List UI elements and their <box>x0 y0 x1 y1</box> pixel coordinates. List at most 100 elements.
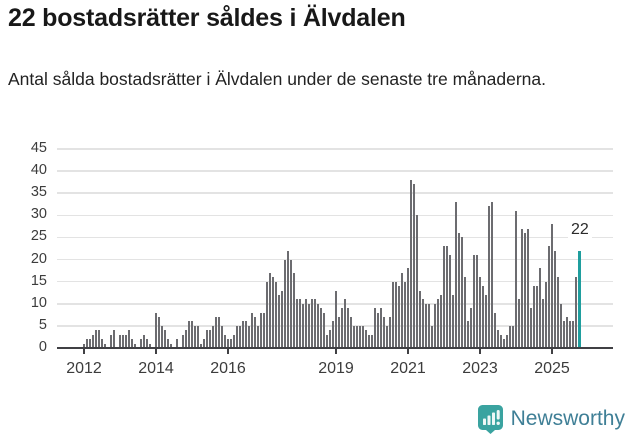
bar <box>245 321 248 348</box>
bar <box>176 339 179 348</box>
bar <box>461 237 464 348</box>
bar <box>560 303 563 348</box>
bar <box>365 330 368 348</box>
x-tick <box>83 349 85 354</box>
bar <box>278 294 281 348</box>
bar <box>455 202 458 348</box>
bar <box>500 334 503 348</box>
bar <box>524 233 527 348</box>
bar <box>293 272 296 348</box>
x-tick-label: 2025 <box>534 360 570 377</box>
bar <box>440 294 443 348</box>
bar <box>224 334 227 348</box>
gridline <box>57 214 613 217</box>
bar <box>155 312 158 348</box>
bar <box>149 343 152 348</box>
bar <box>158 317 161 348</box>
bar <box>113 330 116 348</box>
highlighted-bar <box>577 250 581 348</box>
last-value-annotation: 22 <box>568 220 592 239</box>
y-tick-label: 40 <box>30 162 47 179</box>
bar <box>485 294 488 348</box>
y-tick-label: 35 <box>30 184 47 201</box>
bar <box>416 215 419 348</box>
bar <box>272 277 275 348</box>
bar <box>200 343 203 348</box>
bar <box>344 299 347 348</box>
bar <box>290 259 293 348</box>
bar <box>287 250 290 348</box>
bar <box>359 325 362 348</box>
bar <box>515 210 518 348</box>
bar <box>167 339 170 348</box>
bar <box>374 308 377 348</box>
bar <box>332 321 335 348</box>
bar <box>182 334 185 348</box>
bar <box>419 290 422 348</box>
bar <box>125 334 128 348</box>
bar <box>533 286 536 348</box>
bar <box>434 303 437 348</box>
bar <box>380 308 383 348</box>
bar <box>203 339 206 348</box>
bar <box>536 286 539 348</box>
x-tick-label: 2019 <box>318 360 354 377</box>
bar <box>548 246 551 348</box>
bar <box>446 246 449 348</box>
bar <box>86 339 89 348</box>
x-tick-label: 2012 <box>66 360 102 377</box>
gridline <box>57 148 613 150</box>
bar-chart: 0 5 10 15 20 25 30 35 40 45 2012 2014 2016 2019 2021 2… <box>0 130 631 392</box>
bar <box>413 184 416 348</box>
bar <box>407 268 410 348</box>
x-tick-label: 2023 <box>462 360 498 377</box>
bar <box>311 299 314 348</box>
bar <box>131 339 134 348</box>
bar <box>425 303 428 348</box>
bar <box>143 334 146 348</box>
bar <box>308 303 311 348</box>
bar <box>557 277 560 348</box>
x-tick <box>479 349 481 354</box>
y-tick-label: 45 <box>30 140 47 156</box>
bar <box>317 303 320 348</box>
bar <box>368 334 371 348</box>
bar <box>212 325 215 348</box>
bar <box>161 325 164 348</box>
x-tick <box>407 349 409 354</box>
bar <box>527 228 530 348</box>
bar <box>128 330 131 348</box>
x-tick-label: 2014 <box>138 360 174 377</box>
bar <box>326 334 329 348</box>
bar <box>218 317 221 348</box>
gridline <box>57 236 613 239</box>
bar <box>239 325 242 348</box>
x-tick <box>551 349 553 354</box>
bar <box>215 317 218 348</box>
bar <box>356 325 359 348</box>
bar <box>263 312 266 348</box>
x-tick-label: 2021 <box>390 360 426 377</box>
bar <box>353 325 356 348</box>
bar <box>518 299 521 348</box>
bar <box>134 343 137 348</box>
bar <box>281 290 284 348</box>
bar <box>428 303 431 348</box>
bar <box>509 325 512 348</box>
bar <box>377 312 380 348</box>
chart-subtitle: Antal sålda bostadsrätter i Älvdalen und… <box>8 69 546 89</box>
bar <box>506 334 509 348</box>
bar <box>470 308 473 348</box>
y-tick-label: 0 <box>38 339 47 355</box>
bar <box>164 330 167 348</box>
bar <box>269 272 272 348</box>
bar <box>260 312 263 348</box>
bar <box>521 228 524 348</box>
bar <box>146 339 149 348</box>
bar <box>236 325 239 348</box>
y-tick-label: 20 <box>30 250 47 267</box>
bar <box>362 325 365 348</box>
bar <box>251 312 254 348</box>
bar <box>188 321 191 348</box>
bar <box>92 334 95 348</box>
